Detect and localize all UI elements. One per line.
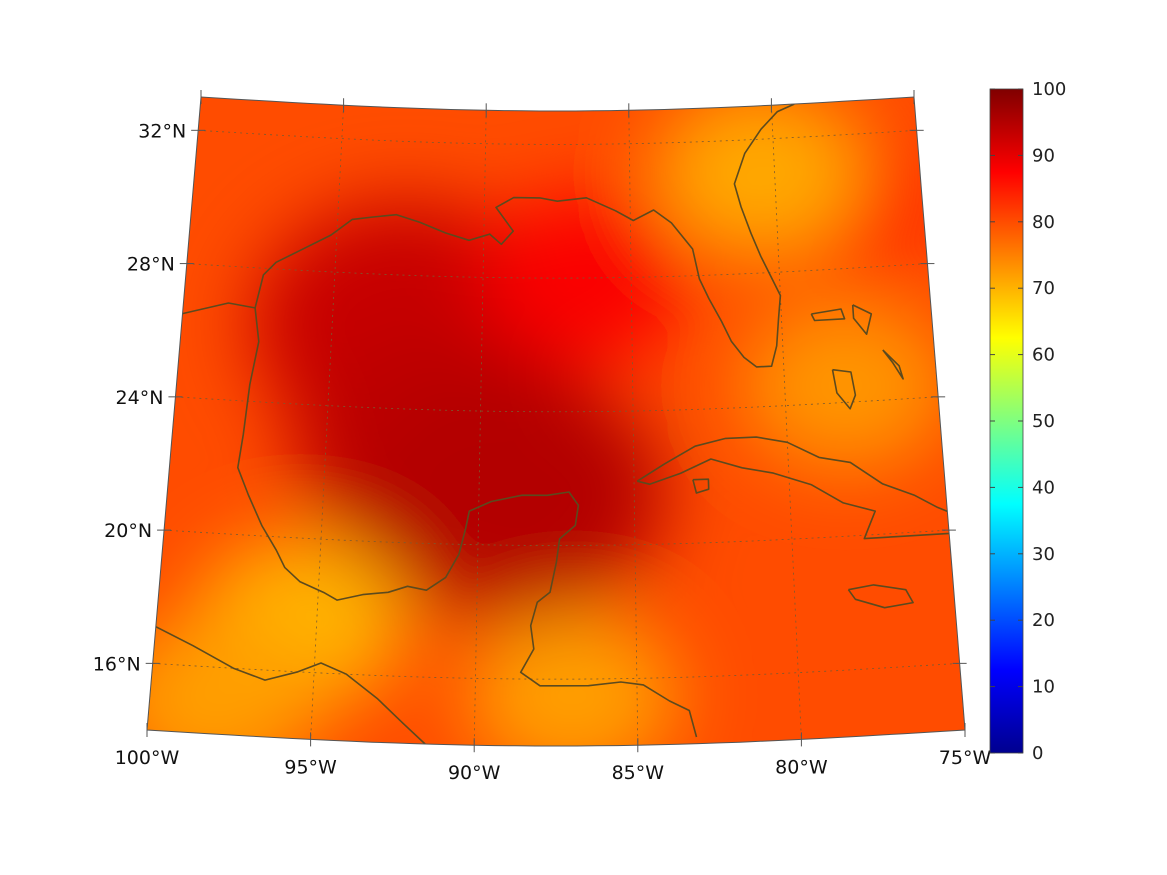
parallel-line — [152, 662, 960, 680]
longitude-labels: 100°W 95°W 90°W 85°W 80°W 75°W — [115, 747, 992, 784]
coast-andros — [831, 368, 857, 410]
lon-tick-label: 80°W — [775, 756, 828, 778]
colorbar-tick-label: 10 — [1032, 677, 1055, 698]
coastline — [155, 103, 965, 745]
lon-tick-label: 95°W — [284, 756, 337, 778]
coast-jamaica — [847, 584, 914, 609]
colorbar-tick-label: 80 — [1032, 212, 1055, 233]
meridian-line — [310, 105, 344, 740]
coast-gulf-mainland — [182, 103, 795, 368]
parallel-line — [175, 396, 939, 413]
latitude-labels: 16°N 20°N 24°N 28°N 32°N — [93, 120, 186, 675]
colorbar-gradient — [989, 88, 1024, 754]
lon-tick-label: 75°W — [939, 747, 992, 769]
field-feature — [480, 192, 693, 363]
parallel-line — [164, 529, 949, 546]
meridian-line — [771, 105, 802, 740]
lat-tick-label: 20°N — [104, 520, 152, 542]
coast-mexico-east — [237, 307, 698, 738]
colorbar-tick-label: 70 — [1032, 278, 1055, 299]
coast-eleuthera — [882, 349, 904, 380]
meridian-line — [628, 110, 639, 746]
colorbar-tick-label: 100 — [1032, 79, 1066, 100]
coast-great-abaco — [851, 304, 873, 335]
field-feature — [466, 610, 679, 746]
colorbar-tick-label: 0 — [1032, 743, 1043, 764]
field-feature — [739, 300, 952, 471]
coast-grand-bahama — [810, 308, 846, 322]
colorbar-tick-label: 40 — [1032, 477, 1055, 498]
lon-tick-label: 100°W — [115, 747, 180, 769]
lat-tick-label: 24°N — [116, 387, 164, 409]
coast-pacific — [155, 625, 426, 745]
lat-tick-label: 28°N — [127, 254, 175, 276]
field-feature — [653, 97, 867, 258]
lon-tick-label: 85°W — [612, 762, 665, 784]
field-feature — [353, 370, 667, 621]
colorbar-tick-label: 60 — [1032, 345, 1055, 366]
map-area — [145, 90, 967, 753]
lat-tick-label: 32°N — [138, 120, 186, 142]
colorbar-tick-label: 20 — [1032, 610, 1055, 631]
colorbar-tick-label: 30 — [1032, 544, 1055, 565]
field-features — [147, 97, 952, 746]
coast-isle-of-youth — [692, 478, 710, 494]
data-field — [147, 97, 965, 746]
frame-ticks — [145, 90, 967, 753]
colorbar-tick-label: 90 — [1032, 145, 1055, 166]
lon-tick-label: 90°W — [448, 762, 501, 784]
meridian-line — [473, 110, 487, 746]
lat-tick-label: 16°N — [93, 653, 141, 675]
colorbar-tick-label: 50 — [1032, 411, 1055, 432]
